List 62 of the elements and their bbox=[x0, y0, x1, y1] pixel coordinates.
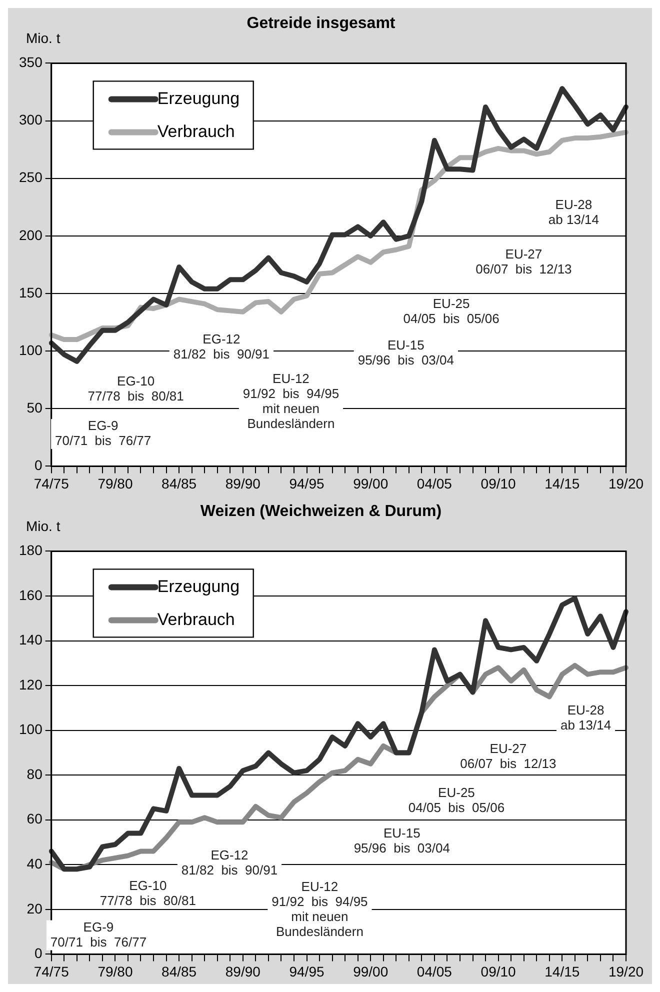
annotation: EU-27 06/07 bis 12/13 bbox=[460, 740, 556, 771]
y-tick-label: 250 bbox=[19, 169, 43, 186]
annotation: EU-15 95/96 bis 03/04 bbox=[358, 337, 454, 368]
legend-label: Verbrauch bbox=[157, 122, 235, 141]
y-tick-label: 350 bbox=[19, 54, 43, 70]
x-tick-label: 84/85 bbox=[162, 475, 197, 492]
chart-title: Weizen (Weichweizen & Durum) bbox=[200, 503, 442, 520]
y-tick-label: 20 bbox=[26, 900, 43, 916]
annotation: EG-9 70/71 bis 76/77 bbox=[50, 919, 147, 950]
annotation: EG-10 77/78 bis 80/81 bbox=[88, 374, 184, 404]
x-tick-label: 94/95 bbox=[289, 963, 324, 980]
y-tick-label: 140 bbox=[19, 632, 43, 648]
y-tick-label: 80 bbox=[26, 766, 43, 782]
y-tick-label: 160 bbox=[19, 586, 43, 603]
y-tick-label: 100 bbox=[19, 342, 43, 358]
x-tick-label: 79/80 bbox=[98, 963, 133, 980]
x-tick-label: 09/10 bbox=[480, 963, 516, 980]
x-tick-label: 19/20 bbox=[608, 963, 644, 980]
y-tick-label: 180 bbox=[19, 542, 43, 558]
annotation: EU-25 04/05 bis 05/06 bbox=[408, 785, 505, 816]
legend-label: Verbrauch bbox=[157, 610, 235, 629]
annotation: EU-15 95/96 bis 03/04 bbox=[354, 825, 450, 856]
y-tick-label: 200 bbox=[19, 226, 43, 243]
x-tick-label: 74/75 bbox=[34, 963, 70, 980]
annotation: EG-10 77/78 bis 80/81 bbox=[100, 878, 196, 908]
x-tick-label: 79/80 bbox=[98, 475, 133, 492]
y-tick-label: 40 bbox=[26, 856, 43, 872]
annotation: EU-28 ab 13/14 bbox=[548, 196, 600, 227]
annotation: EU-27 06/07 bis 12/13 bbox=[476, 246, 572, 276]
y-tick-label: 120 bbox=[19, 676, 43, 692]
y-tick-label: 150 bbox=[19, 284, 43, 300]
annotation: EU-25 04/05 bis 05/06 bbox=[403, 296, 500, 326]
x-tick-label: 99/00 bbox=[353, 475, 388, 492]
y-axis-title: Mio. t bbox=[26, 518, 60, 534]
y-tick-label: 300 bbox=[19, 112, 43, 128]
chart-title: Getreide insgesamt bbox=[246, 15, 396, 32]
annotation: EG-12 81/82 bis 90/91 bbox=[173, 331, 270, 362]
annotation: EU-12 91/92 bis 94/95 mit neuen Bundesländern bbox=[272, 878, 368, 939]
annotation: EU-12 91/92 bis 94/95 mit neuen Bundesländern bbox=[242, 370, 340, 431]
y-tick-label: 100 bbox=[19, 721, 43, 738]
annotation: EG-12 81/82 bis 90/91 bbox=[181, 848, 278, 878]
y-axis-title: Mio. t bbox=[26, 30, 60, 46]
x-tick-label: 89/90 bbox=[225, 963, 261, 980]
x-tick-label: 99/00 bbox=[353, 963, 388, 980]
y-tick-label: 0 bbox=[34, 945, 43, 962]
x-tick-label: 89/90 bbox=[225, 475, 261, 492]
x-tick-label: 04/05 bbox=[416, 963, 452, 980]
y-tick-label: 50 bbox=[26, 399, 43, 416]
x-tick-label: 09/10 bbox=[480, 475, 516, 492]
x-tick-label: 74/75 bbox=[34, 475, 70, 492]
legend-label: Erzeugung bbox=[157, 88, 240, 108]
y-tick-label: 0 bbox=[34, 457, 43, 474]
annotation: EG-9 70/71 bis 76/77 bbox=[55, 418, 152, 448]
x-tick-label: 84/85 bbox=[162, 963, 197, 980]
x-tick-label: 94/95 bbox=[289, 475, 324, 492]
x-tick-label: 14/15 bbox=[544, 963, 580, 980]
annotation: EU-28 ab 13/14 bbox=[560, 702, 612, 733]
y-tick-label: 60 bbox=[26, 810, 43, 827]
x-tick-label: 04/05 bbox=[416, 475, 452, 492]
legend-label: Erzeugung bbox=[157, 576, 240, 596]
x-tick-label: 19/20 bbox=[608, 475, 644, 492]
x-tick-label: 14/15 bbox=[544, 475, 580, 492]
